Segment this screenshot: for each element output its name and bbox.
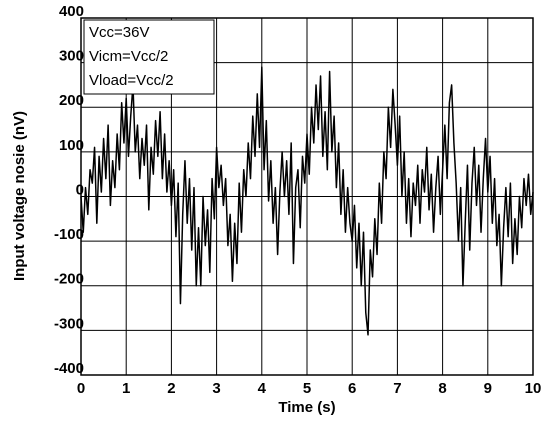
annotation: Vload=Vcc/2 (89, 72, 174, 89)
x-tick-label: 7 (393, 380, 401, 397)
y-tick-label: 0 (76, 181, 84, 198)
y-tick-label: 200 (59, 92, 84, 109)
y-tick-label: -300 (54, 315, 84, 332)
annotation: Vcc=36V (89, 24, 149, 41)
x-tick-label: 9 (484, 380, 492, 397)
x-tick-label: 8 (438, 380, 446, 397)
x-tick-label: 5 (303, 380, 311, 397)
x-tick-label: 6 (348, 380, 356, 397)
annotation-box (83, 19, 215, 95)
x-tick-label: 3 (212, 380, 220, 397)
x-tick-label: 0 (77, 380, 85, 397)
y-tick-label: -100 (54, 226, 84, 243)
y-tick-label: 100 (59, 137, 84, 154)
y-tick-label: -200 (54, 271, 84, 288)
noise-line (80, 66, 534, 336)
x-tick-label: 2 (167, 380, 175, 397)
y-tick-label: 300 (59, 48, 84, 65)
x-axis-label: Time (s) (278, 399, 335, 416)
y-tick-label: 400 (59, 3, 84, 20)
annotation: Vicm=Vcc/2 (89, 48, 168, 65)
y-tick-label: -400 (54, 360, 84, 377)
y-axis-label: Input voltage nosie (nV) (11, 111, 28, 281)
x-tick-label: 10 (525, 380, 542, 397)
x-tick-label: 1 (122, 380, 130, 397)
x-tick-label: 4 (258, 380, 267, 397)
